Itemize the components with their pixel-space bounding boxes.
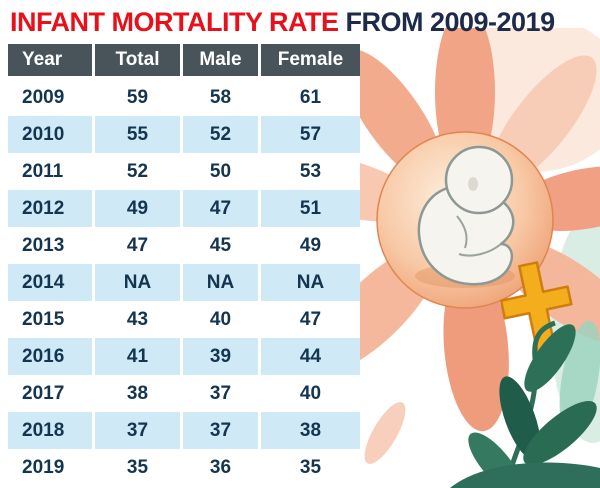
table-row-2015: 2015 43 40 47 xyxy=(8,301,360,338)
mortality-table: Year Total Male Female 2009 59 58 61 2010 55 52 57… xyxy=(8,44,360,486)
table-row-2012: 2012 49 47 51 xyxy=(8,190,360,227)
value-cell: 59 xyxy=(92,79,180,116)
year-cell: 2015 xyxy=(8,301,92,338)
value-cell: 52 xyxy=(180,116,258,153)
value-cell: 35 xyxy=(92,449,180,486)
table-body: 2009 59 58 61 2010 55 52 57 2011 52 50 53 2012 49 47 51… xyxy=(8,79,360,486)
fetus-icon xyxy=(415,145,515,288)
value-cell: 45 xyxy=(180,227,258,264)
table-row-2013: 2013 47 45 49 xyxy=(8,227,360,264)
value-cell: 52 xyxy=(92,153,180,190)
value-cell: 47 xyxy=(92,227,180,264)
value-cell: 53 xyxy=(258,153,360,190)
value-cell: 47 xyxy=(258,301,360,338)
table-row-2016: 2016 41 39 44 xyxy=(8,338,360,375)
leaves-illustration xyxy=(364,320,600,488)
column-header-male: Male xyxy=(180,44,258,79)
value-cell: 41 xyxy=(92,338,180,375)
female-symbol-icon xyxy=(499,261,573,360)
value-cell: 49 xyxy=(92,190,180,227)
value-cell: 37 xyxy=(180,375,258,412)
flower-illustration xyxy=(269,6,600,488)
background-wash-pink xyxy=(438,16,600,172)
value-cell: 50 xyxy=(180,153,258,190)
table-row-2019: 2019 35 36 35 xyxy=(8,449,360,486)
value-cell: 58 xyxy=(180,79,258,116)
value-cell: 39 xyxy=(180,338,258,375)
column-header-female: Female xyxy=(258,44,360,79)
table-row-2018: 2018 37 37 38 xyxy=(8,412,360,449)
table-row-2009: 2009 59 58 61 xyxy=(8,79,360,116)
column-header-total: Total xyxy=(92,44,180,79)
year-cell: 2011 xyxy=(8,153,92,190)
year-cell: 2012 xyxy=(8,190,92,227)
value-cell: NA xyxy=(180,264,258,301)
year-cell: 2014 xyxy=(8,264,92,301)
value-cell: 47 xyxy=(180,190,258,227)
table-row-2010: 2010 55 52 57 xyxy=(8,116,360,153)
value-cell: 40 xyxy=(180,301,258,338)
value-cell: 44 xyxy=(258,338,360,375)
year-cell: 2010 xyxy=(8,116,92,153)
illustration-container xyxy=(269,6,600,488)
value-cell: 37 xyxy=(92,412,180,449)
year-cell: 2009 xyxy=(8,79,92,116)
value-cell: NA xyxy=(92,264,180,301)
flower-center-circle xyxy=(376,131,554,309)
value-cell: NA xyxy=(258,264,360,301)
title-main: INFANT MORTALITY RATE xyxy=(10,7,339,37)
value-cell: 36 xyxy=(180,449,258,486)
value-cell: 49 xyxy=(258,227,360,264)
value-cell: 55 xyxy=(92,116,180,153)
background-wash-teal xyxy=(551,213,600,443)
table-row-2017: 2017 38 37 40 xyxy=(8,375,360,412)
value-cell: 40 xyxy=(258,375,360,412)
table-header-row: Year Total Male Female xyxy=(8,44,360,79)
value-cell: 38 xyxy=(92,375,180,412)
value-cell: 37 xyxy=(180,412,258,449)
value-cell: 38 xyxy=(258,412,360,449)
year-cell: 2017 xyxy=(8,375,92,412)
flower-petals xyxy=(269,6,600,432)
value-cell: 57 xyxy=(258,116,360,153)
value-cell: 43 xyxy=(92,301,180,338)
year-cell: 2013 xyxy=(8,227,92,264)
year-cell: 2019 xyxy=(8,449,92,486)
value-cell: 35 xyxy=(258,449,360,486)
value-cell: 61 xyxy=(258,79,360,116)
page-title: INFANT MORTALITY RATE FROM 2009-2019 xyxy=(0,0,600,44)
table-row-2014: 2014 NA NA NA xyxy=(8,264,360,301)
value-cell: 51 xyxy=(258,190,360,227)
year-cell: 2016 xyxy=(8,338,92,375)
year-cell: 2018 xyxy=(8,412,92,449)
table-row-2011: 2011 52 50 53 xyxy=(8,153,360,190)
column-header-year: Year xyxy=(8,44,92,79)
title-suffix: FROM 2009-2019 xyxy=(345,7,555,37)
